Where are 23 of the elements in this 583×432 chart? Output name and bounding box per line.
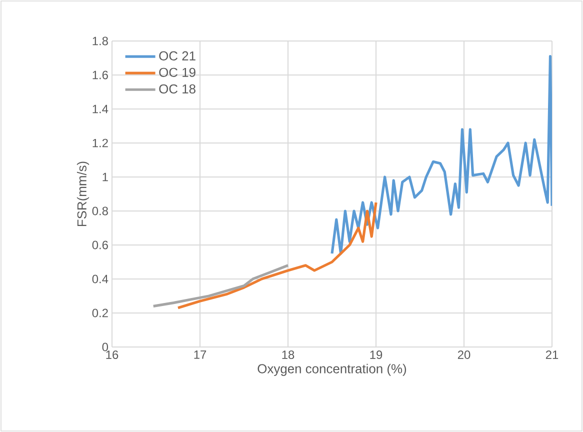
x-axis-title: Oxygen concentration (%)	[258, 364, 406, 376]
line-series	[152, 264, 290, 308]
y-tick-label: 0	[102, 342, 108, 352]
x-tick-label: 17	[194, 350, 206, 359]
legend-label: OC 21	[159, 51, 196, 60]
y-tick-label: 1.6	[92, 70, 108, 80]
y-tick-label: 0.6	[92, 240, 108, 250]
y-tick-label: 1.8	[92, 36, 108, 46]
x-tick-label: 19	[370, 350, 382, 359]
y-tick-label: 0.8	[92, 206, 108, 216]
x-tick-label: 20	[458, 350, 470, 359]
y-axis-title: FSR(mm/s)	[76, 162, 90, 226]
y-tick-label: 0.2	[92, 308, 108, 318]
x-tick-label: 21	[546, 350, 558, 359]
x-tick-label: 16	[106, 350, 118, 359]
y-tick-label: 1.4	[92, 104, 108, 114]
y-tick-label: 0.4	[92, 274, 108, 284]
legend-label: OC 19	[159, 68, 196, 77]
line-series	[330, 54, 552, 255]
x-tick-label: 18	[282, 350, 294, 359]
y-tick-label: 1.2	[92, 138, 108, 148]
y-tick-label: 1	[102, 172, 108, 182]
legend-label: OC 18	[159, 84, 196, 94]
